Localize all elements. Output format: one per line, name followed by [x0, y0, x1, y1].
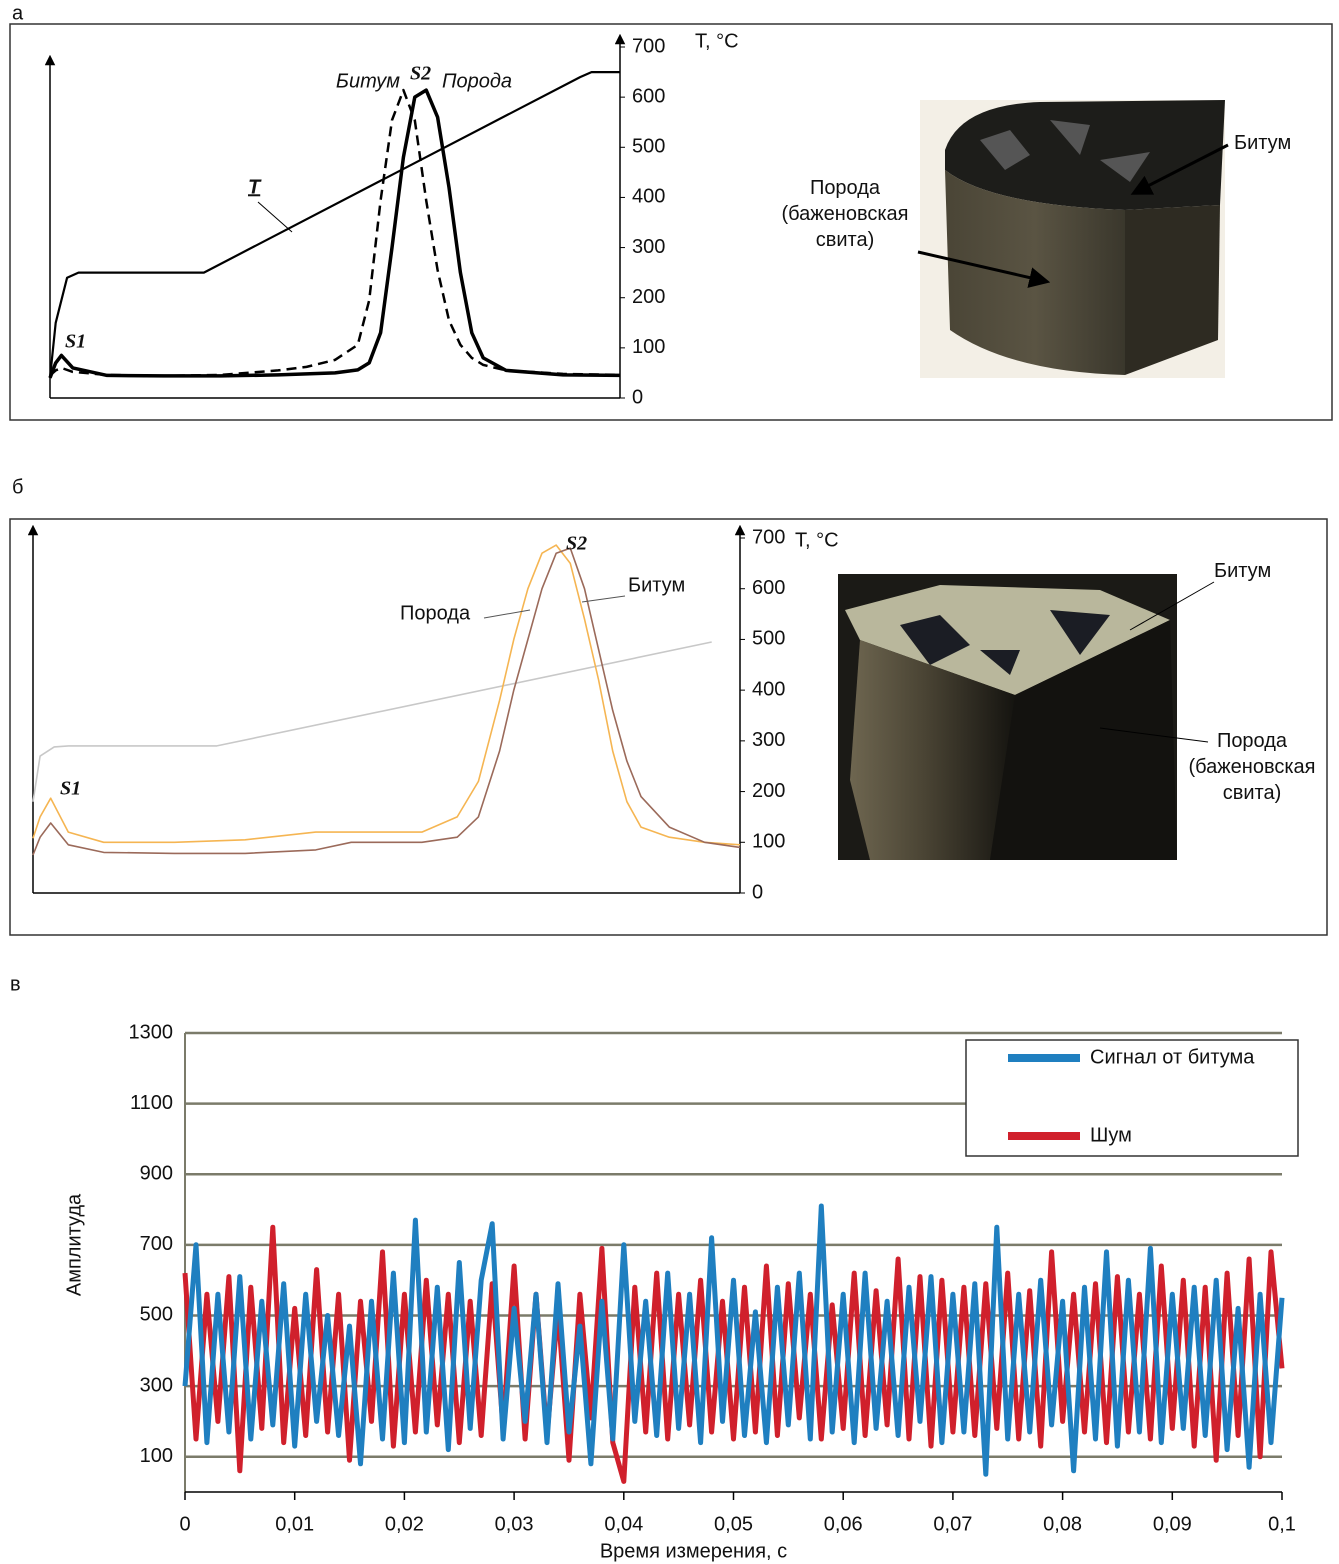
leader: [483, 609, 531, 619]
y-tick-label: 700: [632, 35, 665, 57]
y-tick-label: 900: [140, 1163, 173, 1185]
series-label: Порода: [400, 602, 471, 624]
y-tick-label: 500: [752, 628, 785, 650]
y-tick-label: 100: [752, 831, 785, 853]
series-label: Битум: [336, 70, 400, 92]
x-tick-label: 0,05: [714, 1513, 753, 1535]
y-tick-label: 200: [752, 780, 785, 802]
leader: [1129, 581, 1215, 631]
y-tick-label: 400: [752, 678, 785, 700]
panel-frame: [9, 518, 1328, 936]
annotation: S2: [410, 63, 431, 85]
y-tick-label: 300: [752, 729, 785, 751]
x-tick-label: 0,04: [604, 1513, 643, 1535]
panel-label: б: [12, 476, 23, 498]
y-tick-label: 0: [632, 386, 643, 408]
line-series: [32, 641, 712, 802]
annotation: S1: [65, 331, 86, 353]
photo: [838, 574, 1177, 860]
panel-label: а: [12, 2, 24, 24]
panel-label: в: [10, 973, 21, 995]
x-tick-label: 0,08: [1043, 1513, 1082, 1535]
axis-title: T, °C: [695, 30, 739, 52]
axis-title: T, °C: [795, 529, 839, 551]
x-tick-label: 0,01: [275, 1513, 314, 1535]
y-tick-label: 700: [140, 1233, 173, 1255]
y-tick-label: 1100: [130, 1092, 173, 1114]
leader: [581, 595, 626, 603]
series-label: Битум: [628, 574, 685, 596]
annotation: Битум: [1234, 132, 1292, 154]
x-tick-label: 0: [179, 1513, 190, 1535]
x-tick-label: 0,09: [1153, 1513, 1192, 1535]
annotation: Битум: [1214, 560, 1272, 582]
x-tick-label: 0,02: [385, 1513, 424, 1535]
line-series: [48, 71, 620, 379]
y-tick-label: 400: [632, 186, 665, 208]
line-series: [182, 1203, 1285, 1477]
x-tick-label: 0,07: [933, 1513, 972, 1535]
y-tick-label: 600: [752, 577, 785, 599]
y-tick-label: 1300: [129, 1021, 174, 1043]
line-series: [48, 88, 621, 379]
panel-frame: [9, 23, 1333, 421]
arrow: [1130, 143, 1229, 195]
y-tick-label: 200: [632, 286, 665, 308]
x-tick-label: 0,06: [824, 1513, 863, 1535]
leader: [1099, 727, 1209, 743]
y-tick-label: 700: [752, 526, 785, 548]
x-axis-title: Время измерения, с: [600, 1540, 787, 1562]
legend-label: Шум: [1090, 1124, 1132, 1146]
leader: [257, 201, 293, 233]
y-tick-label: 0: [752, 881, 763, 903]
annotation: Порода (баженовская свита): [1188, 730, 1316, 804]
x-tick-label: 0,1: [1268, 1513, 1296, 1535]
line-series: [32, 547, 741, 856]
y-tick-label: 300: [632, 236, 665, 258]
series-label: T: [248, 176, 262, 198]
y-tick-label: 300: [140, 1374, 173, 1396]
x-tick-label: 0,03: [495, 1513, 534, 1535]
y-tick-label: 100: [632, 336, 665, 358]
y-axis-title: Амплитуда: [63, 1193, 85, 1296]
y-tick-label: 500: [632, 136, 665, 158]
annotation: Порода (баженовская свита): [781, 177, 909, 251]
y-tick-label: 600: [632, 85, 665, 107]
photo: [920, 100, 1225, 378]
arrow: [917, 250, 1051, 288]
y-tick-label: 500: [140, 1304, 173, 1326]
y-tick-label: 100: [140, 1445, 173, 1467]
annotation: S2: [566, 533, 587, 555]
line-series: [32, 544, 741, 846]
legend-label: Сигнал от битума: [1090, 1046, 1255, 1068]
annotation: S1: [60, 778, 81, 800]
line-series: [49, 88, 621, 378]
series-label: Порода: [442, 70, 512, 92]
